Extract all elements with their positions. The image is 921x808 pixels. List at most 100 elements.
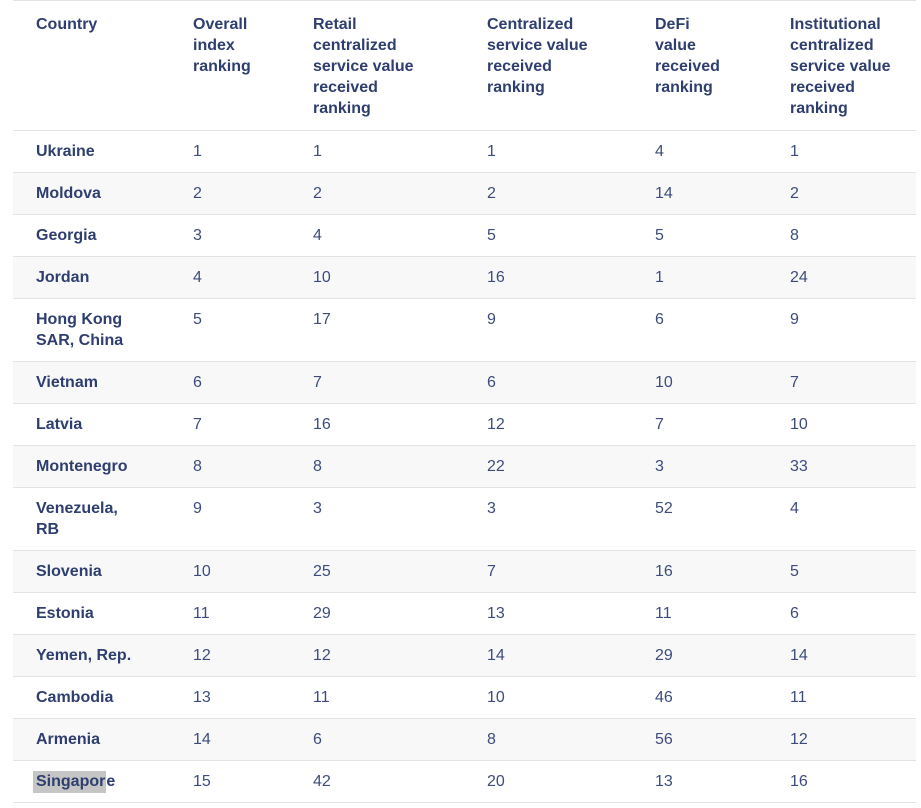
rank-cell: 6	[655, 311, 664, 328]
table-row: Montenegro 8 8 22 3 33	[13, 445, 916, 488]
rank-cell: 46	[655, 689, 673, 706]
rank-cell: 1	[313, 143, 322, 160]
table-row: Vietnam 6 7 6 10 7	[13, 361, 916, 404]
rank-cell: 4	[790, 500, 799, 517]
rank-cell: 56	[655, 731, 673, 748]
table-row: Moldova 2 2 2 14 2	[13, 172, 916, 215]
rank-cell: 14	[655, 185, 673, 202]
rank-cell: 8	[790, 227, 799, 244]
rank-cell: 29	[655, 647, 673, 664]
crypto-rankings-table: Country Overall index ranking Retail centr…	[13, 0, 916, 803]
table-row: Singapore 15 42 20 13 16	[13, 761, 916, 803]
rank-cell: 52	[655, 500, 673, 517]
rank-cell: 10	[655, 374, 673, 391]
rank-cell: 5	[193, 311, 202, 328]
rank-cell: 13	[487, 605, 505, 622]
table-row: Armenia 14 6 8 56 12	[13, 718, 916, 761]
rank-cell: 12	[193, 647, 211, 664]
selection-highlight: Singapor	[33, 771, 107, 793]
rank-cell: 20	[487, 773, 505, 790]
column-header-retail: Retail centralized service value receive…	[313, 16, 414, 117]
table-row: Venezuela, RB 9 3 3 52 4	[13, 488, 916, 551]
country-cell: Moldova	[13, 173, 193, 215]
rank-cell: 2	[313, 185, 322, 202]
country-label: Vietnam	[36, 374, 98, 391]
rank-cell: 9	[487, 311, 496, 328]
table-row: Georgia 3 4 5 5 8	[13, 215, 916, 257]
column-header-institutional: Institutional centralized service value …	[790, 16, 891, 117]
country-label: e	[106, 773, 116, 790]
country-label: Slovenia	[36, 563, 102, 580]
rank-cell: 4	[193, 269, 202, 286]
rank-cell: 25	[313, 563, 331, 580]
rank-cell: 4	[655, 143, 664, 160]
rank-cell: 5	[487, 227, 496, 244]
rank-cell: 3	[313, 500, 322, 517]
rank-cell: 16	[313, 416, 331, 433]
rank-cell: 14	[193, 731, 211, 748]
country-label: Georgia	[36, 227, 97, 244]
rank-cell: 8	[313, 458, 322, 475]
country-cell: Cambodia	[13, 677, 193, 719]
rank-cell: 24	[790, 269, 808, 286]
table-row: Cambodia 13 11 10 46 11	[13, 677, 916, 719]
rank-cell: 1	[790, 143, 799, 160]
rank-cell: 10	[313, 269, 331, 286]
rank-cell: 11	[790, 689, 807, 706]
rank-cell: 6	[790, 605, 799, 622]
rank-cell: 7	[313, 374, 322, 391]
table-row: Latvia 7 16 12 7 10	[13, 404, 916, 446]
rank-cell: 10	[487, 689, 505, 706]
country-cell: Ukraine	[13, 131, 193, 173]
rank-cell: 2	[193, 185, 202, 202]
rank-cell: 9	[193, 500, 202, 517]
country-cell: Yemen, Rep.	[13, 635, 193, 677]
table-header-row: Country Overall index ranking Retail centr…	[13, 1, 916, 131]
rank-cell: 2	[790, 185, 799, 202]
rank-cell: 8	[487, 731, 496, 748]
country-label: Venezuela, RB	[36, 500, 118, 538]
country-cell: Latvia	[13, 404, 193, 446]
rank-cell: 15	[193, 773, 211, 790]
rank-cell: 10	[790, 416, 808, 433]
rank-cell: 14	[790, 647, 808, 664]
rank-cell: 33	[790, 458, 808, 475]
country-label: Montenegro	[36, 458, 128, 475]
rank-cell: 6	[313, 731, 322, 748]
country-label: Cambodia	[36, 689, 114, 706]
country-label: Yemen, Rep.	[36, 647, 132, 664]
rank-cell: 3	[193, 227, 202, 244]
country-label: Jordan	[36, 269, 90, 286]
country-label: Ukraine	[36, 143, 95, 160]
column-header-country: Country	[36, 16, 98, 33]
rank-cell: 12	[790, 731, 808, 748]
rank-cell: 16	[790, 773, 808, 790]
country-cell: Montenegro	[13, 446, 193, 488]
column-header-overall: Overall index ranking	[193, 16, 251, 75]
table-row: Estonia 11 29 13 11 6	[13, 593, 916, 635]
rank-cell: 17	[313, 311, 331, 328]
rank-cell: 3	[655, 458, 664, 475]
rank-cell: 4	[313, 227, 322, 244]
column-header-centralized: Centralized service value received ranki…	[487, 16, 588, 96]
rank-cell: 10	[193, 563, 211, 580]
country-cell: Estonia	[13, 593, 193, 635]
rank-cell: 22	[487, 458, 505, 475]
table-row: Jordan 4 10 16 1 24	[13, 256, 916, 299]
rank-cell: 2	[487, 185, 496, 202]
rank-cell: 7	[193, 416, 202, 433]
rank-cell: 6	[487, 374, 496, 391]
rank-cell: 8	[193, 458, 202, 475]
country-label: Latvia	[36, 416, 83, 433]
rank-cell: 7	[655, 416, 664, 433]
country-label: Hong Kong SAR, China	[36, 311, 124, 349]
rank-cell: 11	[655, 605, 672, 622]
rank-cell: 29	[313, 605, 331, 622]
table-row: Hong Kong SAR, China 5 17 9 6 9	[13, 299, 916, 362]
rank-cell: 11	[193, 605, 210, 622]
country-cell: Armenia	[13, 719, 193, 761]
rank-cell: 1	[193, 143, 202, 160]
country-cell: Singapore	[13, 761, 193, 803]
country-cell: Slovenia	[13, 551, 193, 593]
